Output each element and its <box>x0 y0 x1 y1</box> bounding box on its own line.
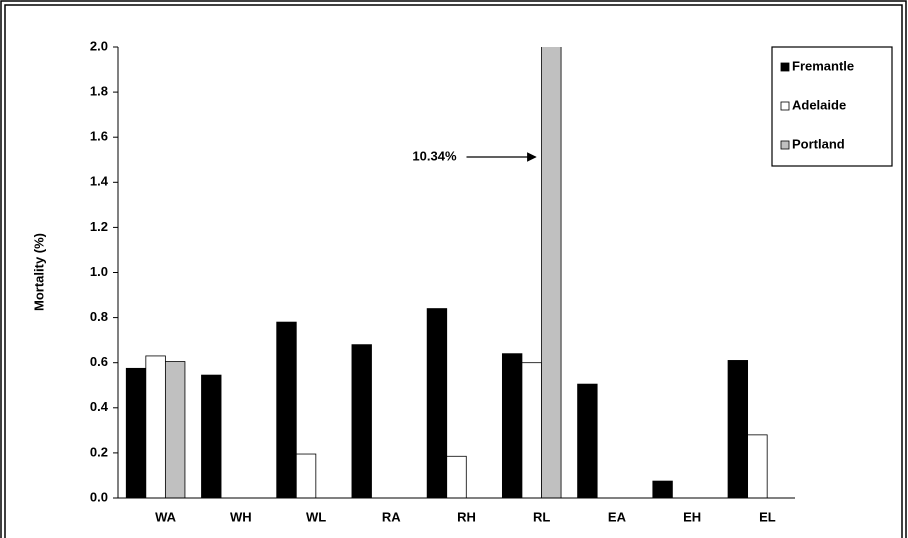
legend-label: Portland <box>792 136 845 151</box>
annotation: 10.34% <box>412 148 457 163</box>
bar <box>747 434 768 498</box>
bar <box>125 367 147 498</box>
legend-label: Fremantle <box>792 58 854 73</box>
x-tick-label: RA <box>382 509 401 524</box>
bar <box>446 455 467 498</box>
bar <box>276 321 297 498</box>
x-tick-label: EH <box>683 509 701 524</box>
bar <box>501 353 523 498</box>
x-tick-label: RL <box>533 509 550 524</box>
bars <box>125 47 768 498</box>
y-tick-label: 1.4 <box>90 174 109 189</box>
bar <box>351 344 372 498</box>
x-tick-label: RH <box>457 509 476 524</box>
y-tick-label: 0.8 <box>90 309 108 324</box>
bar <box>652 480 673 498</box>
x-tick-label: EL <box>759 509 776 524</box>
y-tick-label: 1.0 <box>90 264 108 279</box>
frame-inner <box>4 4 903 538</box>
bar <box>577 383 598 498</box>
x-tick-label: WA <box>155 509 177 524</box>
y-axis-label: Mortality (%) <box>31 233 46 311</box>
x-tick-label: EA <box>608 509 627 524</box>
legend-label: Adelaide <box>792 97 846 112</box>
y-tick-label: 0.0 <box>90 489 108 504</box>
bar <box>541 47 562 498</box>
y-tick-label: 0.4 <box>90 399 109 414</box>
y-tick-label: 1.6 <box>90 129 108 144</box>
bar <box>164 361 186 498</box>
bar <box>521 362 542 498</box>
x-tick-label: WL <box>306 509 326 524</box>
y-tick-label: 0.6 <box>90 354 108 369</box>
legend-box <box>771 46 893 167</box>
y-tick-label: 2.0 <box>90 38 108 53</box>
bar <box>727 360 749 498</box>
x-tick-label: WH <box>230 509 252 524</box>
legend-swatch <box>780 62 790 72</box>
bar <box>295 453 317 498</box>
bar <box>145 355 166 498</box>
y-tick-label: 1.8 <box>90 84 108 99</box>
y-tick-label: 1.2 <box>90 219 108 234</box>
legend-swatch <box>780 140 790 150</box>
bar <box>426 308 448 498</box>
legend-swatch <box>780 101 790 111</box>
y-tick-label: 0.2 <box>90 444 108 459</box>
bar <box>201 374 222 498</box>
